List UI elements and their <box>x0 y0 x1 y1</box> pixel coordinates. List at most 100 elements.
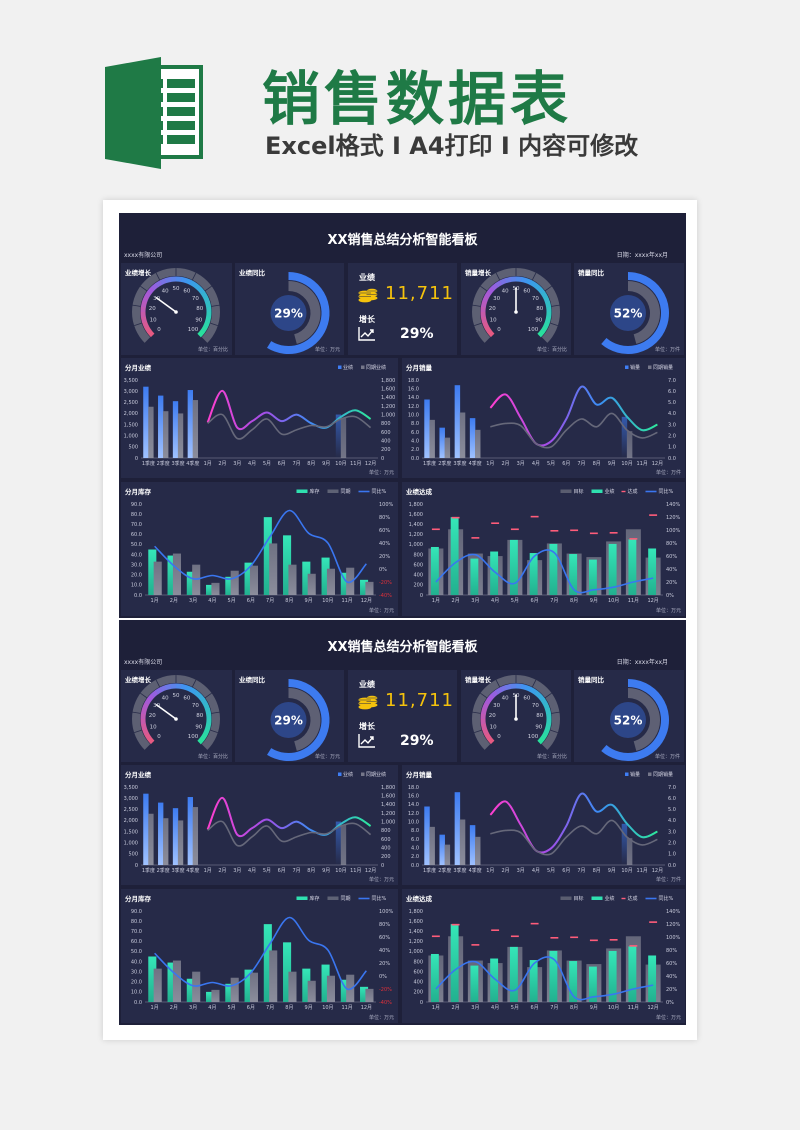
y-left-tick-label: 2.0 <box>411 854 419 860</box>
gauge-segment-divider <box>544 692 552 699</box>
bar-库存 <box>148 549 157 595</box>
trend-chart-icon <box>358 327 375 341</box>
gauge-color-arc <box>185 278 193 285</box>
line-同期销量(月) <box>490 819 658 856</box>
gauge-tick-label: 100 <box>528 734 539 740</box>
x-tick-label: 3季度 <box>171 867 184 874</box>
bar-业绩 <box>187 797 193 865</box>
y-right-tick-label: 400 <box>381 845 391 851</box>
gauge-tick-label: 80 <box>196 713 203 719</box>
x-tick-label: 4月 <box>248 461 256 467</box>
monthly-sales-chart-panel: 0 500 1,000 1,500 2,000 2,500 3,000 3,500 0 200 40… <box>121 765 398 885</box>
bar-业绩 <box>529 553 538 595</box>
y-right-tick-label: 5.0 <box>668 807 676 813</box>
gauge-segment-divider <box>140 692 148 699</box>
bar-业绩 <box>509 539 518 595</box>
sales-value: 11,711 <box>385 283 454 304</box>
x-tick-label: 12月 <box>647 598 658 604</box>
bar-业绩 <box>143 793 149 865</box>
panel-title: 业绩同比 <box>239 269 265 277</box>
y-left-tick-label: 600 <box>413 562 423 568</box>
gauge-tick-label: 70 <box>532 703 539 709</box>
gauge-color-arc <box>540 325 548 334</box>
kpi-panel: 业绩 11,711 增长 29% <box>348 670 457 762</box>
gauge-tick-label: 60 <box>183 289 190 295</box>
y-left-tick-label: 600 <box>413 969 423 975</box>
gauge-color-arc <box>197 286 205 295</box>
bar-同期 <box>269 950 278 1002</box>
gauge-color-arc <box>185 685 193 692</box>
gauge-color-arc <box>540 291 548 299</box>
legend-label: 销量 <box>630 364 640 371</box>
y-right-tick-label: 1,200 <box>381 811 395 817</box>
gauge-tick-label: 80 <box>196 306 203 312</box>
gauge-color-arc <box>480 316 488 323</box>
y-left-tick-label: 90.0 <box>131 909 142 915</box>
gauge-tick-label: 80 <box>536 713 543 719</box>
bar-业绩 <box>628 539 637 595</box>
x-tick-label: 2月 <box>452 598 460 604</box>
sales-achievement-chart: 0 200 400 600 800 1,000 1,200 1,400 1,600 1,800 0%… <box>409 488 681 604</box>
x-tick-label: 4季度 <box>469 867 482 874</box>
gauge-color-arc <box>204 708 212 715</box>
line-销量(月) <box>489 385 658 447</box>
x-tick-label: 6月 <box>278 461 286 467</box>
gauge-color-arc <box>150 283 159 291</box>
y-right-tick-label: 100% <box>666 528 681 534</box>
gauge-tick-label: 90 <box>535 724 542 730</box>
y-left-tick-label: 1,600 <box>409 919 423 925</box>
monthly-sales-chart-panel: 0 500 1,000 1,500 2,000 2,500 3,000 3,500 0 200 40… <box>121 358 398 478</box>
monthly-inventory-chart: 0.0 10.0 20.0 30.0 40.0 50.0 60.0 70.0 80.0 90.0 -… <box>131 895 394 1011</box>
growth-value: 29% <box>400 326 434 342</box>
x-tick-label: 7月 <box>292 461 300 467</box>
dashboard-title: XX销售总结分析智能看板 <box>327 640 478 655</box>
gauge-segment-divider <box>134 322 142 326</box>
unit-label: 单位：万元 <box>655 608 681 614</box>
donut-value-arc <box>601 679 669 761</box>
gauge-needle-pivot <box>174 717 178 721</box>
unit-label: 单位：万元 <box>314 754 340 760</box>
bar-库存 <box>360 986 369 1002</box>
y-left-tick-label: 0 <box>420 1000 423 1006</box>
y-right-tick-label: 2.0 <box>668 434 676 440</box>
x-tick-label: 8月 <box>593 868 601 874</box>
bar-同期 <box>230 570 239 595</box>
panel-title: 业绩增长 <box>125 676 151 684</box>
unit-label: 单位：百分比 <box>197 754 228 760</box>
bar-同期 <box>307 573 316 595</box>
gauge-color-arc <box>487 286 495 295</box>
y-right-tick-label: 0.0 <box>668 456 676 462</box>
bar-同期 <box>192 564 201 595</box>
bar-库存 <box>263 517 272 595</box>
legend-label: 业绩 <box>605 488 615 495</box>
x-tick-label: 1月 <box>204 868 212 874</box>
bar-库存 <box>340 979 349 1002</box>
legend-swatch <box>338 365 342 369</box>
y-right-tick-label: 20% <box>666 580 677 586</box>
unit-label: 单位：万元 <box>314 347 340 353</box>
gauge-color-arc <box>543 321 550 329</box>
x-tick-label: 4月 <box>208 598 216 604</box>
gauge-needle <box>155 297 177 313</box>
gauge-tick-label: 40 <box>162 696 169 702</box>
donut-value-arc <box>601 272 669 354</box>
donut-percent-label: 29% <box>274 714 303 728</box>
gauge-tick-label: 100 <box>188 734 199 740</box>
panel-title: 销量增长 <box>465 676 491 684</box>
unit-label: 单位：百分比 <box>197 347 228 353</box>
bar-同期业绩 <box>148 813 154 865</box>
gauge-color-arc <box>189 280 198 288</box>
gauge-color-arc <box>200 698 208 706</box>
gauge-segment-divider <box>144 337 151 344</box>
x-tick-label: 8月 <box>593 461 601 467</box>
y-right-tick-label: 1,800 <box>381 378 395 384</box>
y-left-tick-label: 500 <box>128 852 138 858</box>
x-tick-label: 12月 <box>652 461 663 467</box>
bar-同期销量 <box>429 419 435 458</box>
y-left-tick-label: 1,200 <box>409 939 423 945</box>
legend-swatch <box>648 365 652 369</box>
legend-swatch <box>625 772 629 776</box>
y-left-tick-label: 60.0 <box>131 939 142 945</box>
